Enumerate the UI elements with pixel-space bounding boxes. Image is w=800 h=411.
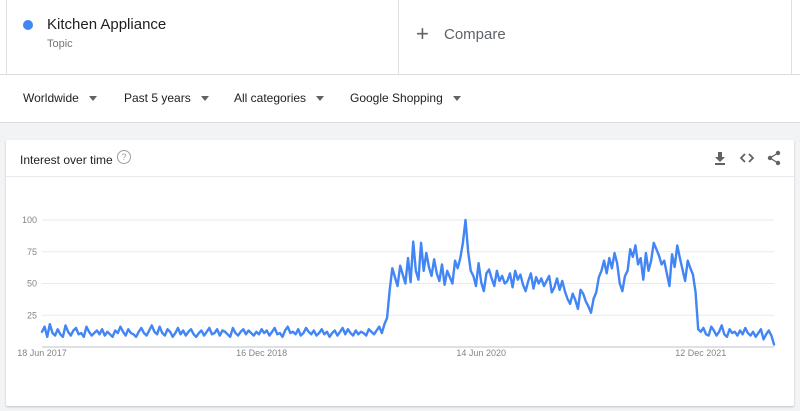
y-tick-label: 100: [22, 215, 37, 225]
region-dropdown[interactable]: Worldwide: [23, 91, 97, 105]
caret-down-icon: [316, 95, 325, 101]
y-tick-label: 75: [27, 247, 37, 257]
search-type-dropdown-label: Google Shopping: [350, 91, 443, 105]
y-tick-label: 50: [27, 279, 37, 289]
search-term-type: Topic: [47, 38, 73, 50]
help-circle-icon[interactable]: ?: [117, 150, 131, 164]
x-tick-label: 12 Dec 2021: [675, 348, 726, 358]
share-icon[interactable]: [766, 150, 782, 166]
region-dropdown-label: Worldwide: [23, 91, 79, 105]
card-title: Interest over time: [20, 153, 113, 167]
card-divider: [6, 176, 794, 177]
x-tick-label: 14 Jun 2020: [456, 348, 506, 358]
caret-down-icon: [88, 95, 97, 101]
category-dropdown-label: All categories: [234, 91, 307, 105]
time-range-dropdown-label: Past 5 years: [124, 91, 191, 105]
y-tick-label: 25: [27, 310, 37, 320]
search-term-card[interactable]: Kitchen Appliance Topic: [6, 0, 399, 74]
compare-label: Compare: [444, 26, 506, 43]
x-tick-label: 18 Jun 2017: [17, 348, 67, 358]
search-type-dropdown[interactable]: Google Shopping: [350, 91, 461, 105]
compare-button[interactable]: + Compare: [400, 0, 792, 74]
search-term-name: Kitchen Appliance: [47, 16, 167, 33]
interest-line-chart: 25 50 75 100 18 Jun 2017 16 Dec 2018 14 Jun 2…: [17, 215, 776, 358]
time-range-dropdown[interactable]: Past 5 years: [124, 91, 209, 105]
plus-icon: +: [416, 21, 429, 46]
term-color-dot: [23, 20, 33, 30]
caret-down-icon: [200, 95, 209, 101]
search-term-bar: Kitchen Appliance Topic + Compare: [0, 0, 800, 75]
interest-over-time-card: Interest over time ? 25 50 75 100 18 Jun 20…: [6, 140, 794, 406]
caret-down-icon: [452, 95, 461, 101]
series-line-kitchen-appliance: [40, 218, 776, 346]
filter-bar: Worldwide Past 5 years All categories Go…: [0, 75, 800, 123]
embed-code-icon[interactable]: [739, 150, 755, 166]
x-tick-label: 16 Dec 2018: [236, 348, 287, 358]
download-icon[interactable]: [712, 150, 728, 166]
category-dropdown[interactable]: All categories: [234, 91, 325, 105]
